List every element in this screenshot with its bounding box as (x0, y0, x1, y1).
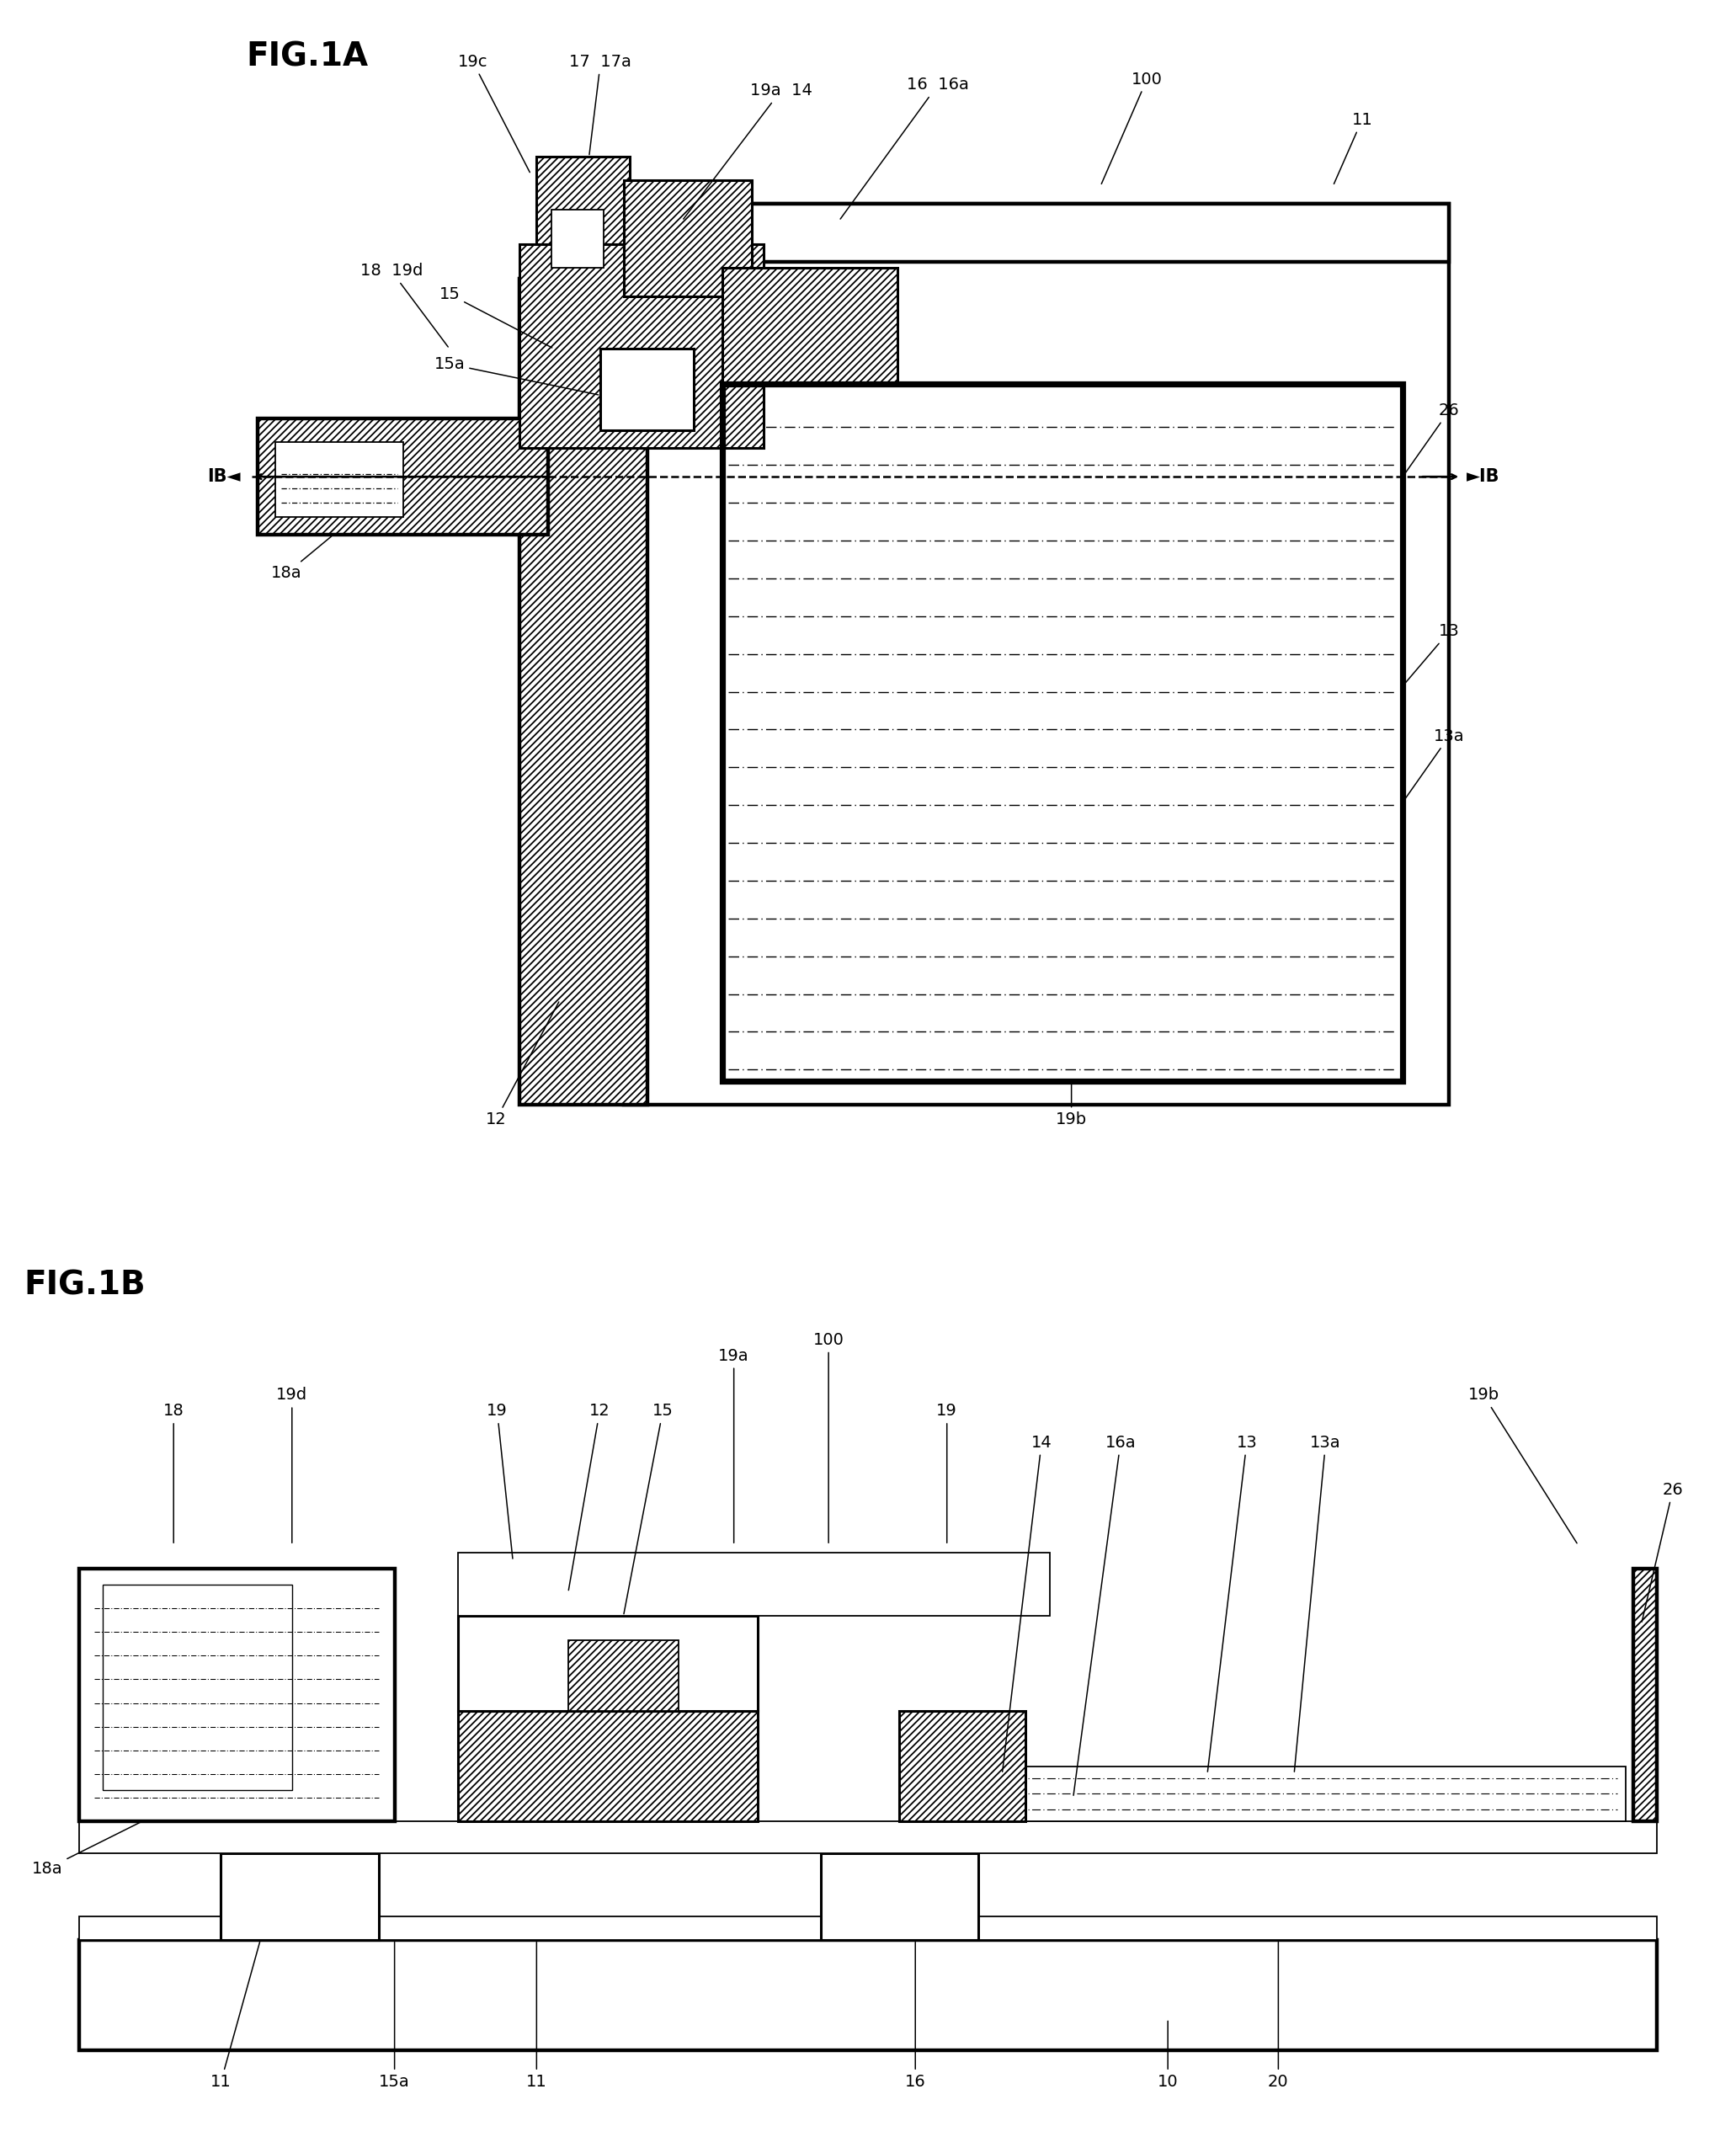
Text: 15: 15 (439, 286, 552, 347)
Bar (458, 1617, 757, 1712)
Bar (458, 1712, 757, 1821)
Text: 19b: 19b (1055, 1083, 1087, 1128)
Text: 18a: 18a (271, 536, 332, 581)
Text: 19b: 19b (1469, 1387, 1576, 1544)
Text: 18: 18 (163, 1404, 184, 1544)
Text: 12: 12 (569, 1404, 609, 1591)
Bar (78, 1940, 1658, 2050)
Text: 13a: 13a (1295, 1434, 1342, 1772)
Text: 13a: 13a (1404, 728, 1465, 801)
Text: 11: 11 (1333, 112, 1373, 183)
Bar (102, 1585, 292, 1789)
Bar (536, 157, 630, 284)
Bar (821, 1854, 979, 1940)
Bar (623, 181, 752, 297)
Bar (722, 383, 1403, 1081)
Bar (1634, 1570, 1658, 1821)
Text: 26: 26 (1404, 403, 1460, 476)
Bar (623, 205, 1450, 263)
Text: ►IB: ►IB (1467, 467, 1500, 484)
Text: 100: 100 (1101, 71, 1163, 183)
Bar (601, 349, 694, 431)
Bar (78, 1821, 1658, 1854)
Bar (623, 297, 752, 383)
Bar (78, 1570, 394, 1821)
Bar (899, 1712, 1026, 1821)
Bar (623, 205, 1450, 1104)
Text: 16  16a: 16 16a (840, 78, 969, 220)
Bar (274, 441, 403, 517)
Text: 18  19d: 18 19d (359, 263, 448, 347)
Bar (995, 1765, 1625, 1821)
Bar (552, 209, 604, 267)
Text: 13: 13 (1208, 1434, 1257, 1772)
Text: 19: 19 (936, 1404, 957, 1544)
Text: 17  17a: 17 17a (569, 54, 632, 155)
Bar (568, 1641, 679, 1712)
Text: 19c: 19c (458, 54, 529, 172)
Text: 13: 13 (1404, 624, 1460, 685)
Text: 11: 11 (526, 1942, 547, 2091)
Text: 19a  14: 19a 14 (684, 82, 812, 220)
Text: FIG.1A: FIG.1A (247, 41, 368, 73)
Bar (519, 280, 648, 1104)
Text: 16: 16 (904, 1942, 925, 2091)
Text: 10: 10 (1158, 2022, 1179, 2091)
Bar (458, 1552, 1050, 1617)
Text: 20: 20 (1267, 1942, 1288, 2091)
Text: 100: 100 (812, 1333, 844, 1544)
Text: 12: 12 (486, 1001, 559, 1128)
Text: 19d: 19d (276, 1387, 307, 1544)
Text: 15a: 15a (378, 1942, 410, 2091)
Bar (722, 267, 898, 383)
Bar (220, 1854, 378, 1940)
Text: 14: 14 (1002, 1434, 1052, 1772)
Text: 18a: 18a (31, 1821, 141, 1877)
Bar (519, 243, 764, 448)
Bar (257, 418, 549, 534)
Text: FIG.1B: FIG.1B (24, 1268, 146, 1300)
Text: 15a: 15a (434, 355, 599, 394)
Text: IB◄: IB◄ (207, 467, 240, 484)
Bar (722, 383, 1403, 1081)
Text: 11: 11 (210, 1942, 260, 2091)
Bar (78, 1916, 1658, 1940)
Text: 26: 26 (1642, 1481, 1684, 1621)
Text: 15: 15 (623, 1404, 674, 1615)
Text: 19: 19 (486, 1404, 512, 1559)
Text: 19a: 19a (719, 1348, 750, 1544)
Text: 16a: 16a (1073, 1434, 1135, 1796)
